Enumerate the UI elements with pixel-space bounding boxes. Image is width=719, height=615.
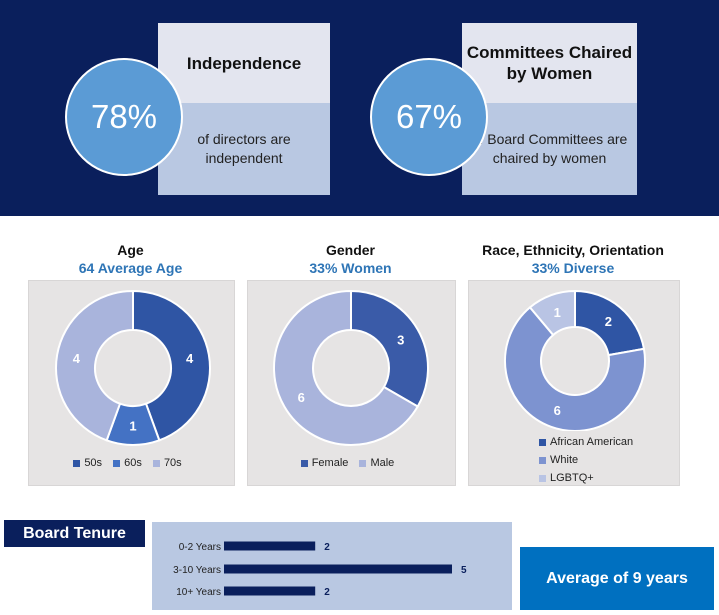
gender-chart-title: Gender <box>325 242 375 258</box>
gender-chart-subtitle: 33% Women <box>309 260 392 276</box>
committees-percent: 67% <box>370 58 488 176</box>
independence-percent: 78% <box>65 58 183 176</box>
tenure-category-label: 10+ Years <box>176 587 221 598</box>
donut-data-label: 6 <box>554 403 561 418</box>
donut-slice-white <box>504 305 646 432</box>
tenure-bar <box>224 586 316 596</box>
tenure-value-label: 2 <box>324 542 330 553</box>
race-chart-panel: 2 6 1 African American White LGBTQ+ <box>468 280 680 486</box>
legend-item-white: White <box>539 451 679 469</box>
tenure-category-label: 0-2 Years <box>179 542 221 553</box>
tenure-value-label: 5 <box>461 565 467 576</box>
donut-data-label: 4 <box>186 351 194 366</box>
race-donut: 2 6 1 <box>504 289 646 432</box>
legend-item-male: Male <box>359 457 394 469</box>
legend-item-female: Female <box>300 457 348 469</box>
independence-title: Independence <box>158 23 330 103</box>
committees-desc: of Board Committees are chaired by women <box>462 103 637 195</box>
race-chart-subtitle: 33% Diverse <box>531 260 615 276</box>
tenure-value-label: 2 <box>324 587 330 598</box>
gender-donut: 36 <box>273 289 429 446</box>
donut-data-label: 1 <box>554 305 561 320</box>
age-chart-subtitle: 64 Average Age <box>78 260 183 276</box>
legend-item-african-american: African American <box>539 433 679 451</box>
legend-item-70s: 70s <box>152 457 182 469</box>
tenure-category-label: 3-10 Years <box>173 565 221 576</box>
donut-slice-african-american <box>574 289 646 357</box>
tenure-bar <box>224 541 316 551</box>
race-legend: African American White LGBTQ+ <box>539 433 679 487</box>
gender-legend: Female Male <box>248 457 455 469</box>
donut-data-label: 3 <box>397 332 404 347</box>
legend-item-lgbtq: LGBTQ+ <box>539 469 679 487</box>
board-tenure-label: Board Tenure <box>4 520 145 547</box>
age-chart-panel: 4 1 4 50s 60s 70s <box>28 280 235 486</box>
tenure-chart-panel: 0-2 Years 2 3-10 Years 5 10+ Years 2 <box>152 522 512 610</box>
race-chart-title: Race, Ethnicity, Orientation <box>482 242 664 258</box>
tenure-bar-chart: 0-2 Years 2 3-10 Years 5 10+ Years 2 <box>173 541 467 598</box>
donut-slice-50s <box>132 289 211 442</box>
average-tenure-box: Average of 9 years <box>520 547 714 610</box>
legend-item-60s: 60s <box>113 457 142 469</box>
legend-item-50s: 50s <box>73 457 102 469</box>
age-legend: 50s 60s 70s <box>29 457 234 469</box>
donut-data-label: 4 <box>73 351 81 366</box>
age-donut: 4 1 4 <box>55 289 211 446</box>
donut-data-label: 1 <box>129 419 136 434</box>
donut-data-label: 6 <box>298 390 305 405</box>
donut-data-label: 2 <box>605 314 612 329</box>
donut-slice-male <box>273 289 420 446</box>
donut-slice-lgbtq- <box>528 289 576 337</box>
committees-title: Committees Chaired by Women <box>462 23 637 103</box>
age-chart-title: Age <box>117 242 144 258</box>
independence-desc: of directors are independent <box>158 103 330 195</box>
donut-slice-70s <box>55 289 134 442</box>
donut-slice-female <box>350 289 429 408</box>
tenure-bar <box>224 564 452 574</box>
